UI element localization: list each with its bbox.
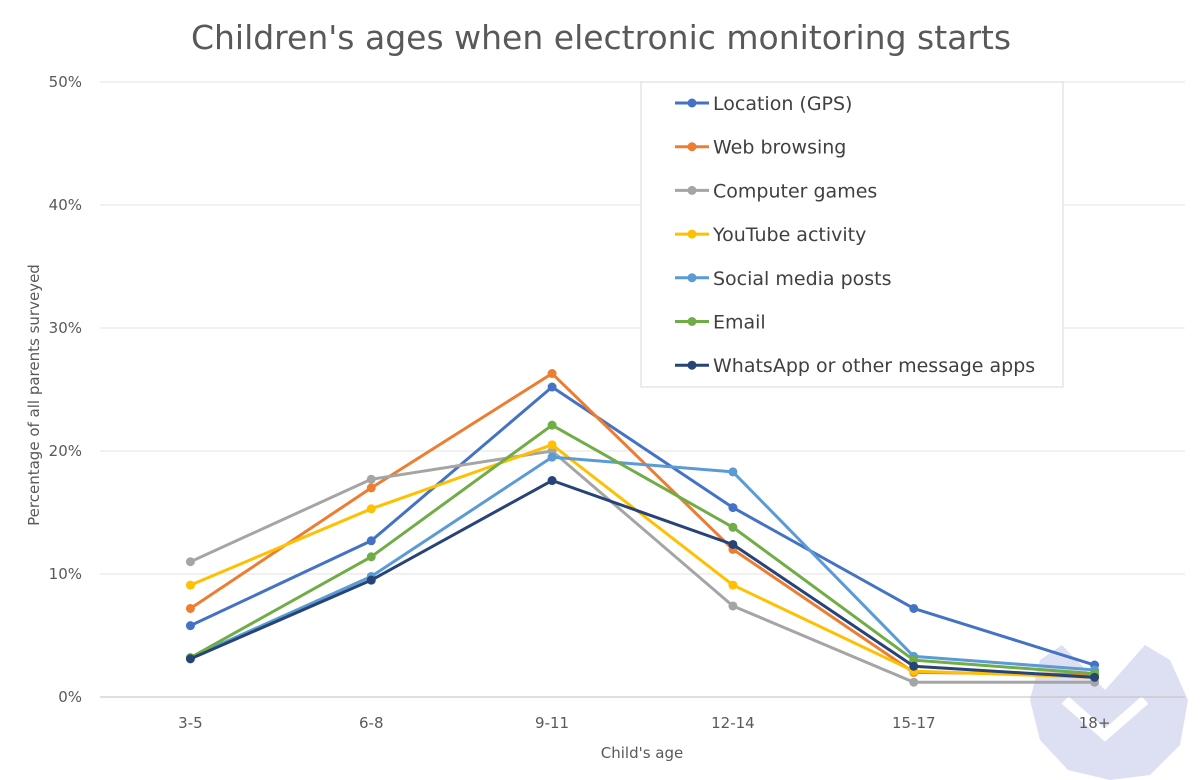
legend-label: WhatsApp or other message apps	[713, 355, 1035, 377]
legend-entry: Social media posts	[675, 268, 892, 290]
legend-swatch-marker	[687, 185, 697, 195]
x-tick-label: 3-5	[178, 714, 203, 732]
data-point	[366, 575, 376, 585]
data-point	[366, 504, 376, 514]
series-group	[185, 446, 1100, 687]
series-group	[185, 420, 1100, 679]
data-point	[547, 446, 557, 456]
series-line	[189, 443, 1095, 679]
legend-box	[640, 81, 1064, 388]
legend-label: Location (GPS)	[713, 93, 852, 115]
data-point	[185, 580, 195, 590]
legend-swatch-marker	[687, 98, 697, 108]
data-point	[728, 503, 738, 513]
data-point	[547, 420, 557, 430]
series-line	[189, 372, 1095, 677]
legend-swatch-marker	[687, 229, 697, 239]
data-point	[185, 654, 195, 664]
malwarebytes-logo-watermark	[1030, 645, 1188, 780]
series-line	[189, 385, 1096, 667]
x-tick-label: 15-17	[892, 714, 936, 732]
legend-label: YouTube activity	[712, 224, 866, 246]
series-line	[189, 449, 1095, 684]
data-point	[1090, 672, 1100, 682]
data-point	[728, 539, 738, 549]
legend-entry: Computer games	[675, 180, 877, 202]
x-tick-label: 9-11	[535, 714, 569, 732]
legend-swatch-marker	[687, 317, 697, 326]
legend-entry: Email	[675, 312, 766, 334]
legend-label: Email	[713, 312, 766, 334]
data-point	[185, 557, 195, 567]
data-point	[185, 621, 195, 631]
series-group	[185, 369, 1100, 680]
y-tick-label: 10%	[49, 565, 82, 583]
legend-entry: WhatsApp or other message apps	[675, 355, 1035, 377]
series-group	[185, 382, 1100, 670]
series-line	[189, 479, 1095, 679]
legend: Location (GPS) Web browsing Computer games…	[640, 81, 1064, 388]
data-point	[909, 655, 919, 665]
data-point	[366, 474, 376, 484]
chart-title: Children's ages when electronic monitori…	[191, 18, 1011, 57]
x-tick-label: 18+	[1079, 714, 1111, 732]
x-tick-label: 6-8	[359, 714, 384, 732]
data-point	[728, 580, 738, 590]
series-line	[189, 423, 1095, 676]
series-line	[189, 455, 1095, 672]
legend-swatch-marker	[687, 360, 697, 370]
y-axis-ticks: 0% 10% 20% 30% 40% 50%	[49, 73, 82, 706]
data-point	[547, 476, 557, 486]
legend-label: Web browsing	[713, 137, 846, 159]
y-tick-label: 0%	[58, 688, 82, 706]
y-tick-label: 30%	[49, 319, 82, 337]
x-axis-ticks: 3-5 6-8 9-11 12-14 15-17 18+	[178, 714, 1110, 732]
y-tick-label: 50%	[49, 73, 82, 91]
legend-swatch-marker	[687, 273, 697, 283]
y-tick-label: 40%	[49, 196, 82, 214]
data-point	[909, 661, 919, 671]
data-point	[909, 603, 919, 613]
x-tick-label: 12-14	[711, 714, 755, 732]
legend-entry: YouTube activity	[675, 224, 866, 246]
data-point	[909, 677, 919, 687]
data-point	[366, 552, 376, 562]
legend-label: Computer games	[713, 180, 877, 202]
series-lines	[185, 369, 1100, 687]
y-axis-label: Percentage of all parents surveyed	[25, 264, 43, 526]
x-axis-label: Child's age	[601, 744, 684, 762]
data-point	[366, 536, 376, 546]
data-point	[547, 440, 557, 450]
legend-entry: Web browsing	[675, 137, 846, 159]
data-point	[547, 382, 557, 392]
data-point	[547, 452, 557, 462]
data-point	[547, 369, 557, 379]
y-tick-label: 20%	[49, 442, 82, 460]
series-group	[185, 476, 1100, 682]
data-point	[728, 467, 738, 477]
data-point	[728, 522, 738, 532]
data-point	[366, 483, 376, 493]
legend-label: Social media posts	[713, 268, 892, 290]
legend-swatch-marker	[687, 142, 697, 152]
legend-entry: Location (GPS)	[675, 93, 852, 115]
data-point	[185, 603, 195, 613]
data-point	[728, 601, 738, 611]
